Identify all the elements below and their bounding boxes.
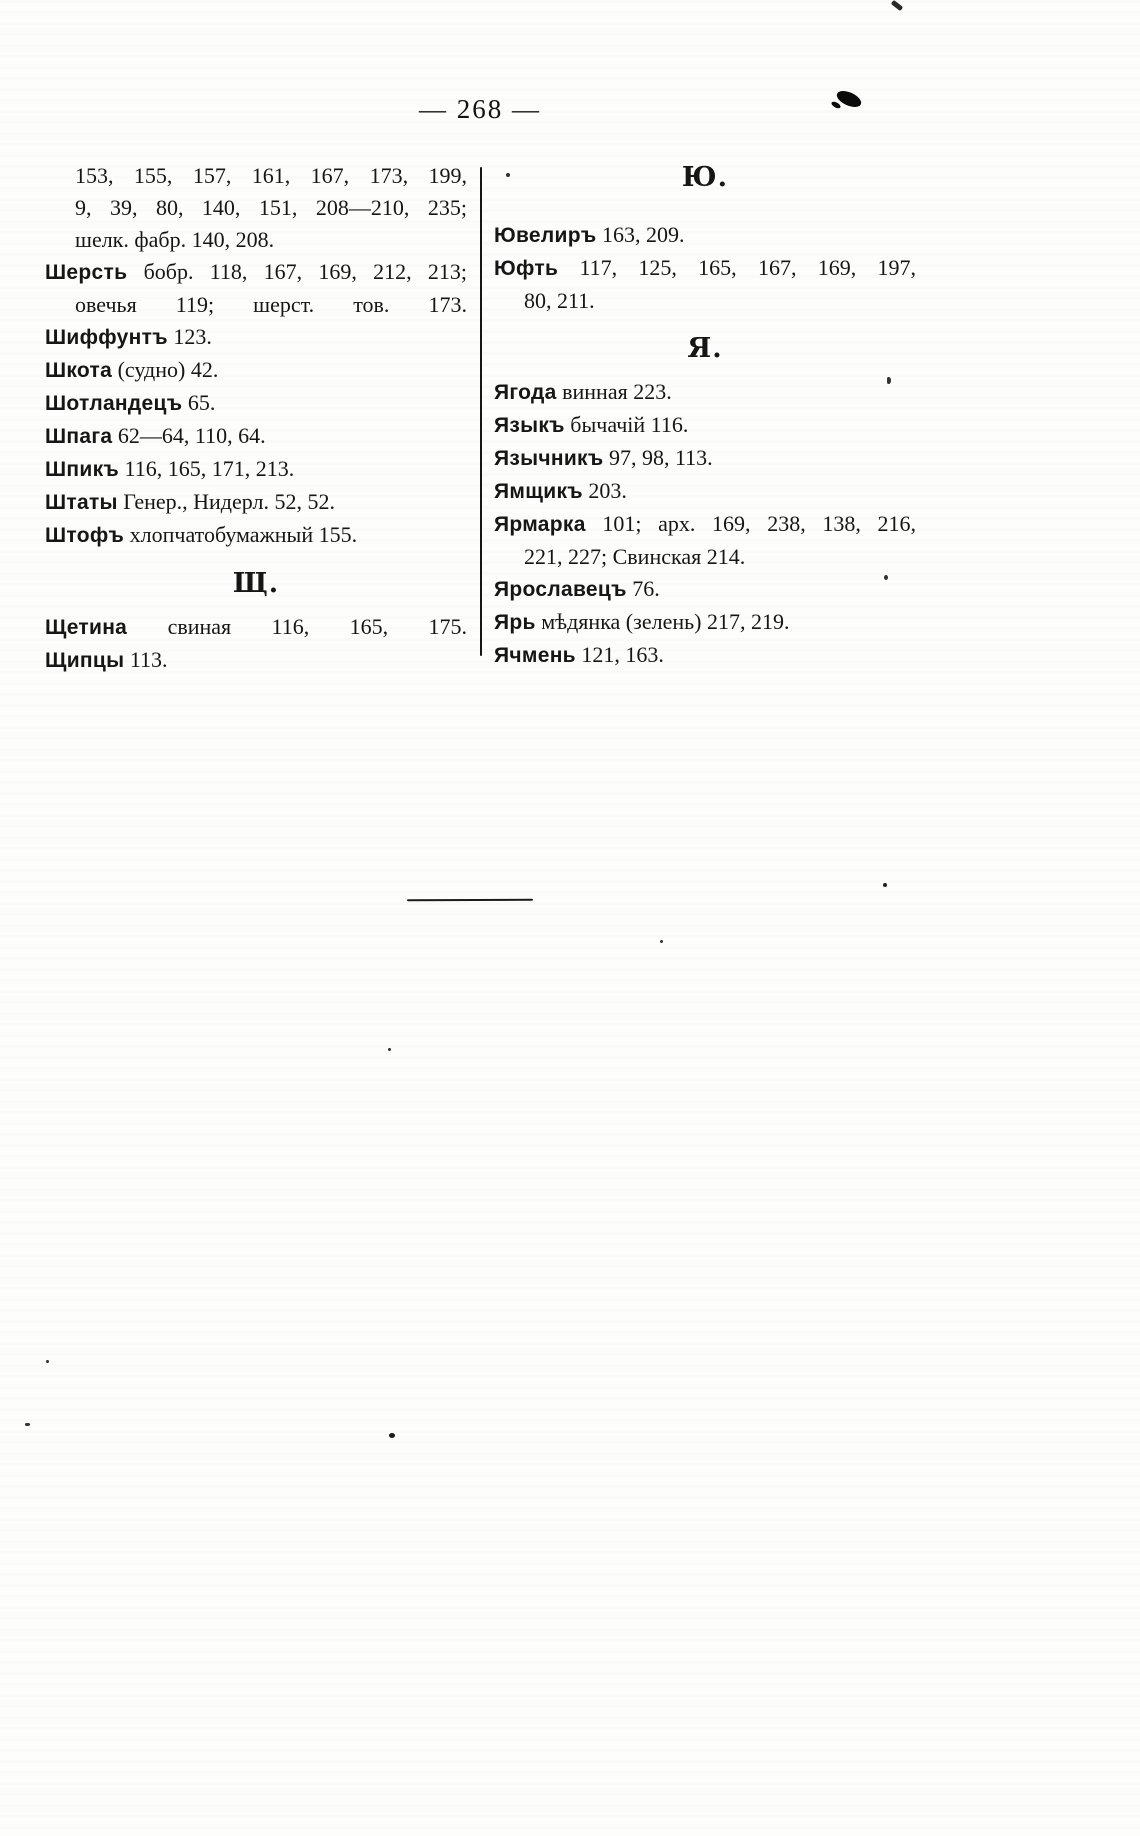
- entry-headword: Щетина: [45, 616, 128, 639]
- entry-references: шелк. фабр. 140, 208.: [75, 227, 275, 252]
- section-heading: Щ.: [232, 568, 280, 599]
- entry-headword: Щипцы: [45, 649, 125, 672]
- index-entry-line: Шиффунтъ 123.: [45, 321, 467, 354]
- index-entry-line: 80, 211.: [494, 285, 916, 317]
- entry-references: овечья 119; шерст. тов. 173.: [75, 292, 467, 317]
- scan-speck: [25, 1423, 30, 1426]
- index-entry-line: Шпикъ 116, 165, 171, 213.: [45, 453, 467, 486]
- entry-references: 203.: [588, 478, 627, 503]
- entry-headword: Шпикъ: [45, 458, 120, 481]
- entry-references: 221, 227; Свинская 214.: [524, 544, 746, 569]
- entry-references: 9, 39, 80, 140, 151, 208—210, 235;: [75, 195, 467, 220]
- entry-references: 121, 163.: [581, 642, 664, 667]
- entry-references: бычачій 116.: [570, 412, 689, 437]
- index-column-left: 153, 155, 157, 161, 167, 173, 199, 9, 39,…: [45, 160, 467, 677]
- entry-headword: Ярославецъ: [494, 578, 627, 601]
- index-entry-line: Шкота (судно) 42.: [45, 354, 467, 387]
- entry-headword: Шотландецъ: [45, 392, 183, 415]
- index-entry-line: Щипцы 113.: [45, 644, 467, 677]
- entry-references: 65.: [187, 390, 216, 415]
- entry-references: 76.: [632, 576, 660, 601]
- entry-references: винная 223.: [562, 379, 672, 404]
- section-heading: Ю.: [681, 162, 729, 193]
- index-entry-line: Штофъ хлопчатобумажный 155.: [45, 519, 467, 552]
- index-entry-line: Юфть 117, 125, 165, 167, 169, 197,: [494, 252, 916, 285]
- ink-smudge: [831, 91, 862, 109]
- entry-headword: Юфть: [494, 257, 559, 280]
- entry-headword: Шерсть: [45, 261, 128, 284]
- index-entry-line: Штаты Генер., Нидерл. 52, 52.: [45, 486, 467, 519]
- page-number: — 268 —: [419, 94, 541, 124]
- entry-references: 80, 211.: [524, 288, 595, 313]
- index-entry-line: Ячмень 121, 163.: [494, 639, 916, 672]
- entry-references: 153, 155, 157, 161, 167, 173, 199,: [75, 163, 467, 188]
- entry-references: 97, 98, 113.: [608, 445, 713, 470]
- entry-headword: Штофъ: [45, 524, 125, 547]
- scan-speck: [660, 940, 663, 943]
- entry-headword: Ярь: [494, 611, 536, 634]
- entry-references: Генер., Нидерл. 52, 52.: [123, 489, 335, 514]
- index-entry-line: Язычникъ 97, 98, 113.: [494, 442, 916, 475]
- entry-headword: Язычникъ: [494, 447, 604, 470]
- entry-references: 62—64, 110, 64.: [117, 423, 266, 448]
- entry-references: 113.: [129, 647, 168, 672]
- entry-references: хлопчатобумажный 155.: [129, 522, 358, 547]
- section-end-rule: [406, 898, 534, 902]
- column-divider-rule: [480, 167, 482, 656]
- entry-headword: Языкъ: [494, 414, 565, 437]
- entry-references: 116, 165, 171, 213.: [124, 456, 295, 481]
- index-entry-line: Ярмарка 101; арх. 169, 238, 138, 216,: [494, 508, 916, 541]
- scan-speck: [388, 1048, 391, 1051]
- scan-speck: [46, 1360, 49, 1363]
- entry-references: мѣдянка (зелень) 217, 219.: [541, 609, 790, 634]
- scan-corner-mark: [890, 0, 904, 12]
- entry-headword: Штаты: [45, 491, 118, 514]
- entry-references: 117, 125, 165, 167, 169, 197,: [579, 255, 917, 280]
- entry-headword: Ярмарка: [494, 513, 586, 536]
- section-heading: Я.: [687, 333, 723, 364]
- entry-headword: Шкота: [45, 359, 113, 382]
- index-entry-line: Ямщикъ 203.: [494, 475, 916, 508]
- index-entry-line: 221, 227; Свинская 214.: [494, 541, 916, 573]
- scan-speck: [887, 377, 891, 384]
- index-entry-line: Ювелиръ 163, 209.: [494, 219, 916, 252]
- index-entry-line: Ярославецъ 76.: [494, 573, 916, 606]
- index-entry-line: Шерсть бобр. 118, 167, 169, 212, 213;: [45, 256, 467, 289]
- scan-speck: [506, 173, 510, 177]
- index-entry-line: Щетина свиная 116, 165, 175.: [45, 611, 467, 644]
- scan-speck: [884, 575, 888, 580]
- index-entry-line: Шпага 62—64, 110, 64.: [45, 420, 467, 453]
- scan-speck: [883, 883, 887, 887]
- index-entry-line: овечья 119; шерст. тов. 173.: [45, 289, 467, 321]
- entry-headword: Ягода: [494, 381, 557, 404]
- entry-references: 101; арх. 169, 238, 138, 216,: [602, 511, 916, 536]
- entry-references: (судно) 42.: [117, 357, 219, 382]
- entry-headword: Ячмень: [494, 644, 576, 667]
- entry-headword: Ювелиръ: [494, 224, 597, 247]
- entry-headword: Шиффунтъ: [45, 326, 168, 349]
- entry-headword: Шпага: [45, 425, 113, 448]
- index-entry-line: Ярь мѣдянка (зелень) 217, 219.: [494, 606, 916, 639]
- entry-references: бобр. 118, 167, 169, 212, 213;: [143, 259, 468, 284]
- index-entry-line: Ягода винная 223.: [494, 376, 916, 409]
- entry-references: 123.: [173, 324, 212, 349]
- scan-speck: [389, 1433, 395, 1438]
- index-entry-line: 153, 155, 157, 161, 167, 173, 199,: [45, 160, 467, 192]
- entry-references: свиная 116, 165, 175.: [167, 614, 467, 639]
- index-entry-line: шелк. фабр. 140, 208.: [45, 224, 467, 256]
- index-entry-line: 9, 39, 80, 140, 151, 208—210, 235;: [45, 192, 467, 224]
- index-entry-line: Шотландецъ 65.: [45, 387, 467, 420]
- entry-references: 163, 209.: [601, 222, 685, 247]
- entry-headword: Ямщикъ: [494, 480, 583, 503]
- index-column-right: Ю. Ювелиръ 163, 209. Юфть 117, 125, 165, 1…: [494, 160, 916, 672]
- index-entry-line: Языкъ бычачій 116.: [494, 409, 916, 442]
